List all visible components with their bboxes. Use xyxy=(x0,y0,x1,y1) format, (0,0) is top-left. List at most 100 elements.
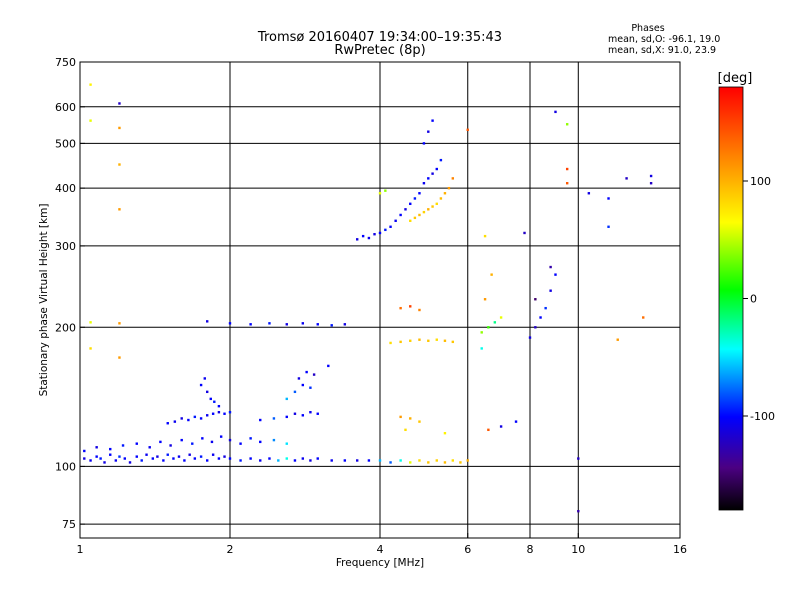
echo-point xyxy=(451,340,455,344)
echo-point xyxy=(223,455,226,458)
echo-point xyxy=(544,306,547,310)
echo-point xyxy=(413,216,417,220)
echo-point xyxy=(649,174,653,178)
echo-point xyxy=(539,316,542,319)
x-tick-label: 6 xyxy=(464,543,471,556)
echo-point xyxy=(343,323,347,326)
echo-point xyxy=(268,322,271,325)
echo-point xyxy=(228,322,232,325)
echo-point xyxy=(418,213,421,217)
echo-point xyxy=(118,208,121,211)
echo-point xyxy=(89,459,92,462)
echo-point xyxy=(418,420,421,423)
echo-point xyxy=(480,347,483,350)
echo-point xyxy=(435,202,438,206)
echo-point xyxy=(145,453,148,456)
echo-point xyxy=(642,316,645,319)
echo-point xyxy=(148,446,151,449)
echo-point xyxy=(83,449,86,453)
echo-point xyxy=(180,417,183,420)
echo-point xyxy=(166,453,169,456)
echo-point xyxy=(625,177,628,180)
echo-point xyxy=(301,322,305,325)
echo-point xyxy=(435,459,438,462)
echo-point xyxy=(577,457,580,460)
echo-point xyxy=(249,323,252,326)
x-tick-label: 16 xyxy=(673,543,687,556)
echo-point xyxy=(422,142,426,145)
echo-point xyxy=(435,338,438,341)
echo-point xyxy=(399,213,402,217)
echo-point xyxy=(577,509,580,513)
echo-point xyxy=(435,167,438,171)
y-tick-labels: 75 100 200 300 400 500 600 750 xyxy=(55,56,85,531)
echo-point xyxy=(109,447,112,451)
echo-point xyxy=(201,437,204,440)
colorbar-tick-label: -100 xyxy=(750,410,775,423)
echo-point xyxy=(199,455,203,458)
echo-point xyxy=(118,322,121,325)
echo-point xyxy=(249,457,252,460)
echo-point xyxy=(373,233,376,236)
chart-subtitle: RwPretec (8p) xyxy=(334,43,425,58)
echo-point xyxy=(301,383,305,387)
echo-point xyxy=(173,420,177,423)
echo-point xyxy=(330,324,333,327)
echo-point xyxy=(427,461,430,464)
colorbar: [deg] 100 0 -100 xyxy=(718,71,775,511)
echo-point xyxy=(312,373,316,376)
echo-point xyxy=(466,459,469,462)
echo-point xyxy=(409,417,412,420)
echo-point xyxy=(330,459,333,462)
echo-point xyxy=(193,457,197,460)
echo-point xyxy=(355,459,359,462)
echo-point xyxy=(203,377,206,380)
echo-point xyxy=(409,461,412,464)
y-tick-label: 750 xyxy=(55,56,76,69)
echo-point xyxy=(210,440,214,444)
echo-point xyxy=(587,192,591,195)
colorbar-ticks: 100 0 -100 xyxy=(743,175,775,423)
echo-point xyxy=(305,370,308,374)
echo-point xyxy=(159,440,162,444)
echo-point xyxy=(378,459,382,462)
echo-point xyxy=(394,219,397,222)
echo-point xyxy=(193,415,197,419)
echo-point xyxy=(549,289,552,292)
echo-point xyxy=(355,238,359,241)
echo-point xyxy=(259,440,262,444)
echo-point xyxy=(409,219,412,222)
echo-point xyxy=(316,323,319,326)
echo-point xyxy=(466,128,469,132)
echo-point xyxy=(483,298,487,301)
y-tick-label: 75 xyxy=(62,518,76,531)
echo-point xyxy=(285,457,288,460)
echo-point xyxy=(404,208,407,211)
echo-point xyxy=(490,273,493,276)
echo-point xyxy=(205,414,209,417)
echo-point xyxy=(389,461,392,464)
data-points xyxy=(83,83,653,513)
echo-point xyxy=(378,231,382,235)
echo-point xyxy=(427,208,430,211)
y-axis-label: Stationary phase Virtual Height [km] xyxy=(38,204,50,397)
echo-point xyxy=(285,415,288,419)
echo-point xyxy=(239,459,242,462)
echo-point xyxy=(451,177,455,180)
echo-point xyxy=(427,339,430,342)
echo-point xyxy=(431,172,434,175)
echo-point xyxy=(272,438,276,442)
echo-point xyxy=(166,422,169,425)
echo-point xyxy=(205,320,209,323)
echo-point xyxy=(447,186,451,190)
echo-point xyxy=(259,418,262,422)
echo-point xyxy=(384,189,387,192)
grid-lines xyxy=(80,62,680,538)
echo-point xyxy=(367,236,371,240)
plot-area xyxy=(79,61,681,539)
echo-point xyxy=(409,305,412,308)
x-tick-label: 1 xyxy=(77,543,84,556)
echo-point xyxy=(239,442,242,445)
echo-point xyxy=(199,417,203,420)
echo-point xyxy=(209,397,212,401)
